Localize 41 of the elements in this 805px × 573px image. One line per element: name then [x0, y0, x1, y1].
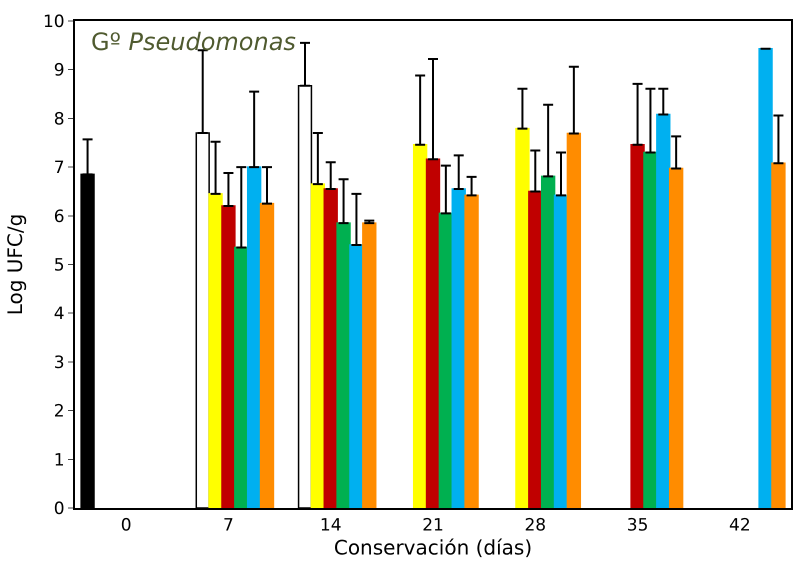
bar: [438, 212, 454, 508]
bar: [566, 132, 582, 508]
x-tick-label: 21: [422, 515, 444, 536]
y-tick-label: 10: [42, 12, 65, 32]
x-axis-title: Conservación (días): [334, 535, 532, 560]
bar: [452, 188, 466, 508]
x-tick-label: 14: [320, 515, 342, 536]
bar: [260, 202, 274, 508]
y-tick-label: 1: [54, 450, 65, 470]
bar: [234, 246, 248, 508]
bar: [771, 162, 786, 508]
bar: [412, 144, 428, 508]
y-tick-label: 3: [54, 352, 65, 373]
bar: [758, 48, 773, 508]
bar: [310, 183, 326, 508]
y-tick-label: 4: [54, 304, 65, 324]
bar: [656, 114, 670, 508]
y-tick-label: 5: [54, 255, 65, 276]
bar: [336, 222, 351, 508]
chart-title: Gº Pseudomonas: [91, 28, 296, 56]
y-tick-label: 0: [54, 498, 65, 519]
bar: [324, 188, 338, 508]
y-axis-title: Log UFC/g: [2, 214, 27, 316]
y-tick-label: 7: [54, 158, 65, 178]
bar: [668, 168, 684, 508]
x-tick-label: 28: [524, 515, 546, 536]
x-tick-label: 35: [626, 515, 648, 536]
bar: [208, 193, 223, 508]
bar: [464, 194, 479, 508]
x-tick-label: 7: [223, 515, 234, 536]
bar: [362, 222, 376, 508]
bar: [540, 176, 556, 508]
x-tick-label: 42: [729, 515, 751, 536]
y-tick-label: 8: [54, 109, 65, 130]
bar: [528, 190, 542, 508]
y-tick-label: 6: [54, 206, 65, 227]
y-tick-label: 9: [54, 60, 65, 81]
bar: [246, 166, 262, 508]
x-tick-label: 0: [120, 515, 132, 536]
y-tick-label: 2: [54, 402, 65, 422]
bar: [630, 144, 645, 508]
